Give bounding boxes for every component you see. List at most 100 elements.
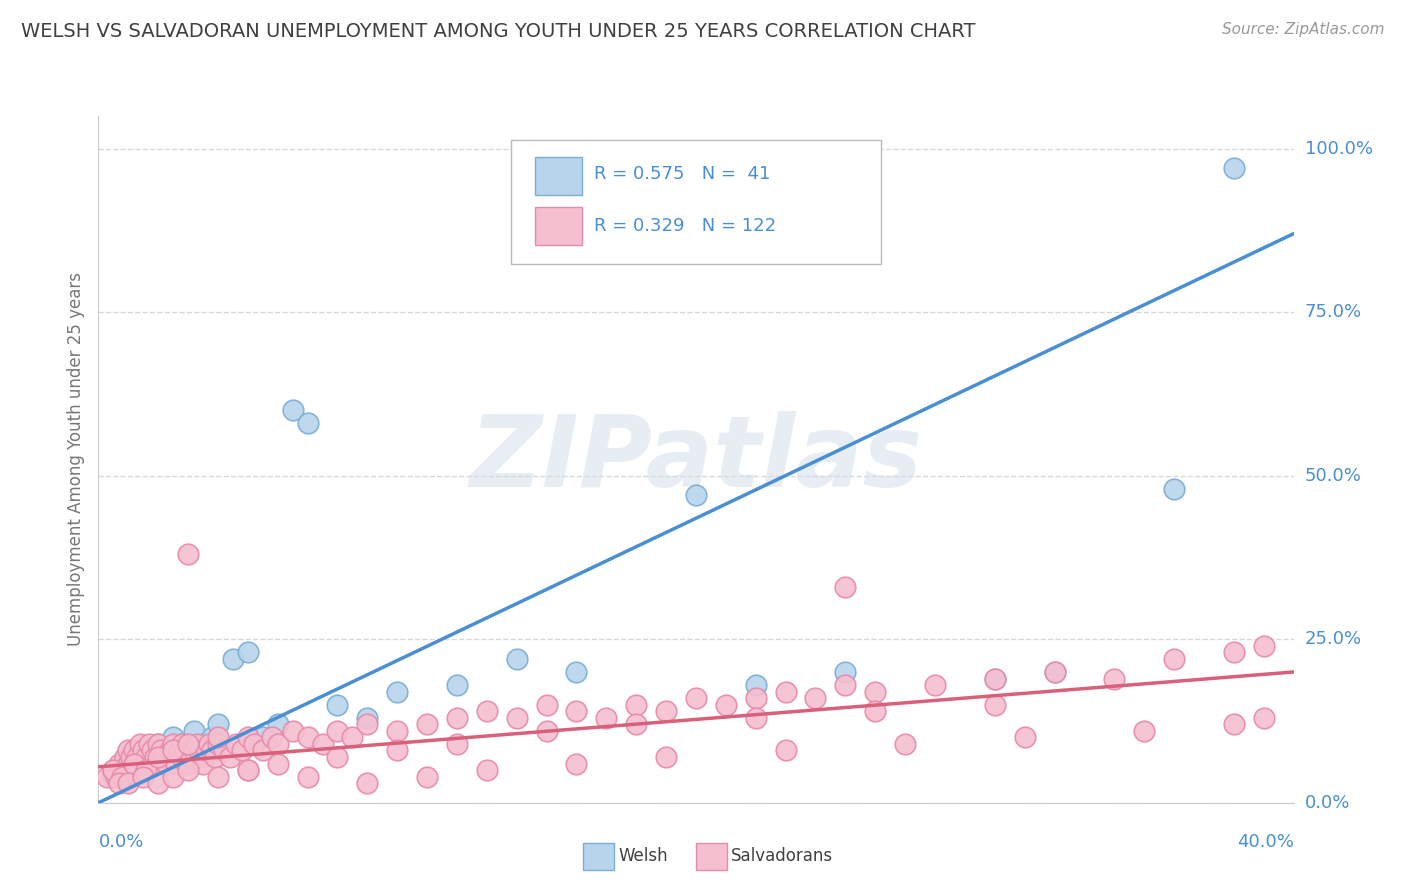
- Point: [475, 704, 498, 718]
- Text: 0.0%: 0.0%: [1305, 794, 1350, 812]
- Point: [103, 763, 125, 777]
- Point: [655, 704, 678, 718]
- Point: [212, 743, 235, 757]
- Point: [207, 737, 229, 751]
- Point: [565, 756, 588, 771]
- Point: [267, 717, 290, 731]
- Point: [236, 731, 259, 745]
- Point: [1223, 645, 1246, 659]
- Point: [1223, 717, 1246, 731]
- Point: [1253, 711, 1275, 725]
- Point: [172, 737, 194, 751]
- Point: [174, 743, 197, 757]
- Point: [183, 743, 205, 757]
- Point: [167, 743, 190, 757]
- Text: R = 0.329   N = 122: R = 0.329 N = 122: [595, 217, 776, 235]
- FancyBboxPatch shape: [534, 157, 582, 195]
- Point: [148, 776, 170, 790]
- Point: [745, 691, 768, 706]
- Point: [143, 750, 166, 764]
- Point: [135, 763, 157, 777]
- Point: [127, 750, 149, 764]
- Point: [1133, 723, 1156, 738]
- Point: [243, 737, 266, 751]
- Point: [311, 737, 333, 751]
- Text: 0.0%: 0.0%: [98, 833, 143, 851]
- Point: [775, 743, 797, 757]
- Point: [132, 763, 155, 777]
- Point: [153, 750, 176, 764]
- Point: [865, 704, 887, 718]
- Point: [127, 753, 149, 767]
- Text: 75.0%: 75.0%: [1305, 303, 1362, 321]
- Point: [536, 698, 558, 712]
- Point: [162, 743, 184, 757]
- Point: [204, 750, 226, 764]
- Point: [117, 743, 139, 757]
- Point: [198, 737, 221, 751]
- Point: [834, 665, 856, 679]
- Point: [252, 743, 274, 757]
- Point: [1253, 639, 1275, 653]
- Text: Salvadorans: Salvadorans: [731, 847, 834, 865]
- Point: [117, 750, 139, 764]
- Point: [108, 763, 131, 777]
- Point: [475, 763, 498, 777]
- Point: [111, 770, 134, 784]
- Point: [148, 756, 170, 771]
- Point: [297, 417, 319, 431]
- Text: ZIPatlas: ZIPatlas: [470, 411, 922, 508]
- Point: [129, 737, 152, 751]
- Point: [103, 763, 125, 777]
- Point: [191, 737, 214, 751]
- Point: [506, 711, 529, 725]
- Point: [108, 756, 131, 771]
- Point: [326, 723, 349, 738]
- Point: [132, 756, 155, 771]
- Point: [138, 737, 160, 751]
- Point: [124, 743, 146, 757]
- Point: [148, 750, 170, 764]
- Point: [96, 770, 118, 784]
- Point: [236, 763, 259, 777]
- Point: [150, 743, 173, 757]
- Point: [655, 750, 678, 764]
- Point: [1163, 482, 1185, 496]
- Point: [156, 756, 179, 771]
- Point: [385, 743, 409, 757]
- Point: [1163, 652, 1185, 666]
- Point: [188, 750, 211, 764]
- Point: [231, 743, 253, 757]
- Text: Welsh: Welsh: [619, 847, 668, 865]
- Point: [177, 763, 200, 777]
- Point: [114, 750, 136, 764]
- Point: [177, 547, 200, 561]
- Point: [745, 711, 768, 725]
- Point: [219, 750, 242, 764]
- Point: [446, 711, 468, 725]
- Point: [260, 731, 283, 745]
- Text: 25.0%: 25.0%: [1305, 631, 1362, 648]
- Text: R = 0.575   N =  41: R = 0.575 N = 41: [595, 165, 770, 184]
- Point: [177, 737, 200, 751]
- FancyBboxPatch shape: [510, 140, 882, 264]
- Point: [117, 756, 139, 771]
- Point: [1223, 161, 1246, 176]
- Point: [138, 756, 160, 771]
- Point: [356, 717, 378, 731]
- Point: [177, 750, 200, 764]
- Point: [124, 760, 146, 774]
- Point: [105, 770, 128, 784]
- Point: [297, 770, 319, 784]
- Point: [236, 645, 259, 659]
- Point: [117, 756, 139, 771]
- Point: [162, 737, 184, 751]
- Point: [267, 737, 290, 751]
- Point: [108, 776, 131, 790]
- Point: [536, 723, 558, 738]
- Point: [714, 698, 737, 712]
- Point: [135, 750, 157, 764]
- Point: [416, 717, 439, 731]
- Point: [132, 743, 155, 757]
- Point: [141, 750, 163, 764]
